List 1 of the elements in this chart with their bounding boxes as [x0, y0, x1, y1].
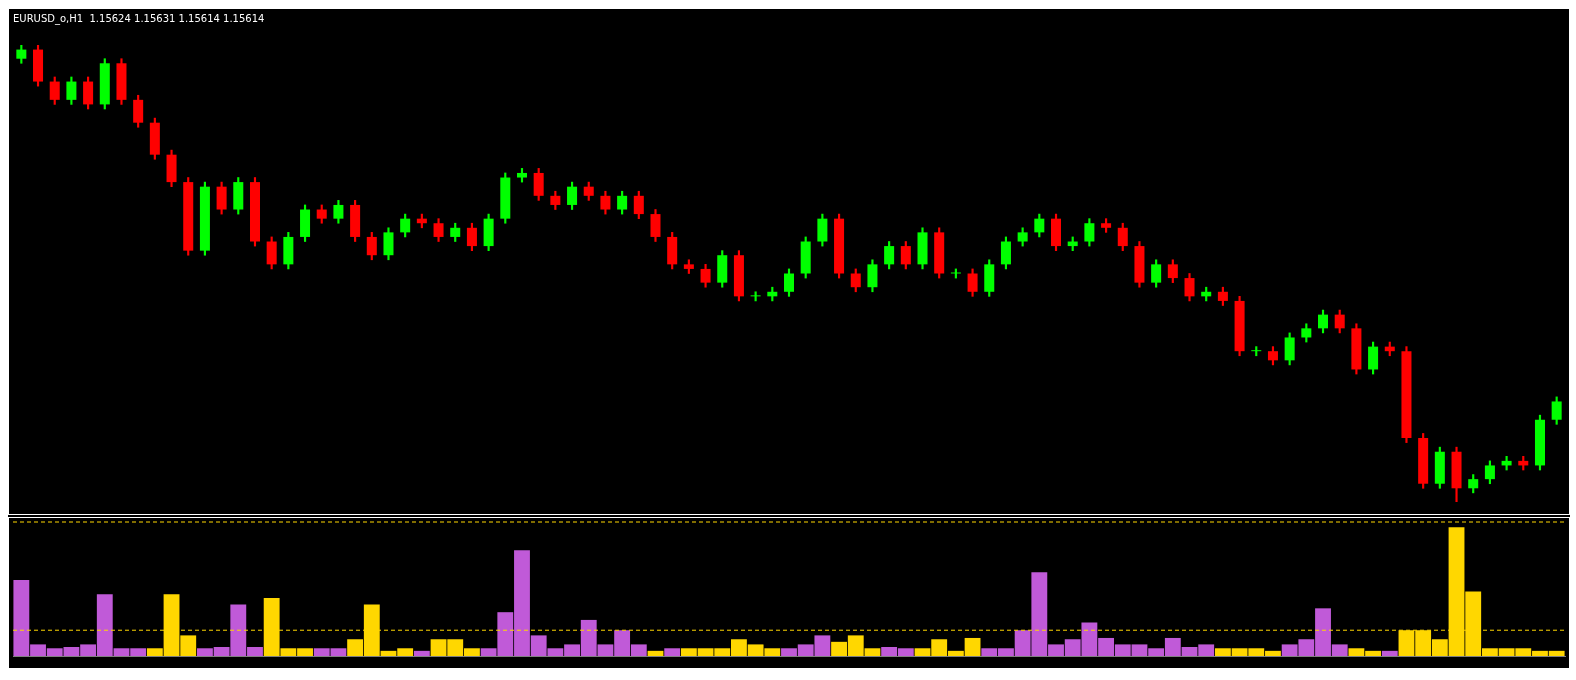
chart-title: EURUSD_o,H1 1.15624 1.15631 1.15614 1.15614 [13, 12, 265, 25]
